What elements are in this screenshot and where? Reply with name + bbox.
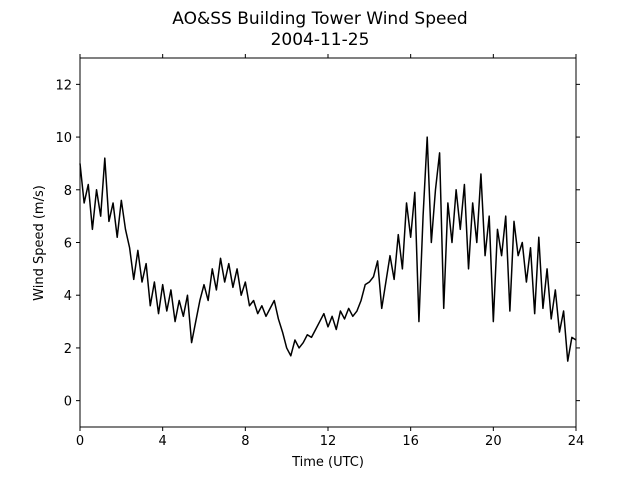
y-tick-label: 2	[64, 342, 72, 357]
y-tick-label: 6	[64, 237, 72, 252]
data-line	[79, 136, 577, 362]
y-tick-label: 0	[64, 395, 72, 410]
x-tick-label: 20	[485, 434, 502, 449]
x-tick-label: 0	[76, 434, 84, 449]
x-axis-label: Time (UTC)	[291, 455, 364, 470]
y-axis-label: Wind Speed (m/s)	[32, 185, 47, 301]
x-tick-label: 24	[568, 434, 585, 449]
y-tick-label: 12	[55, 78, 72, 93]
y-tick-label: 8	[64, 184, 72, 199]
chart-title: AO&SS Building Tower Wind Speed	[172, 9, 467, 29]
x-tick-label: 8	[241, 434, 249, 449]
plot-frame	[79, 57, 577, 428]
y-tick-label: 4	[64, 289, 72, 304]
x-tick-label: 12	[320, 434, 337, 449]
x-tick-label: 4	[159, 434, 167, 449]
chart-subtitle: 2004-11-25	[271, 30, 370, 50]
y-tick-label: 10	[55, 131, 72, 146]
x-tick-label: 16	[402, 434, 419, 449]
